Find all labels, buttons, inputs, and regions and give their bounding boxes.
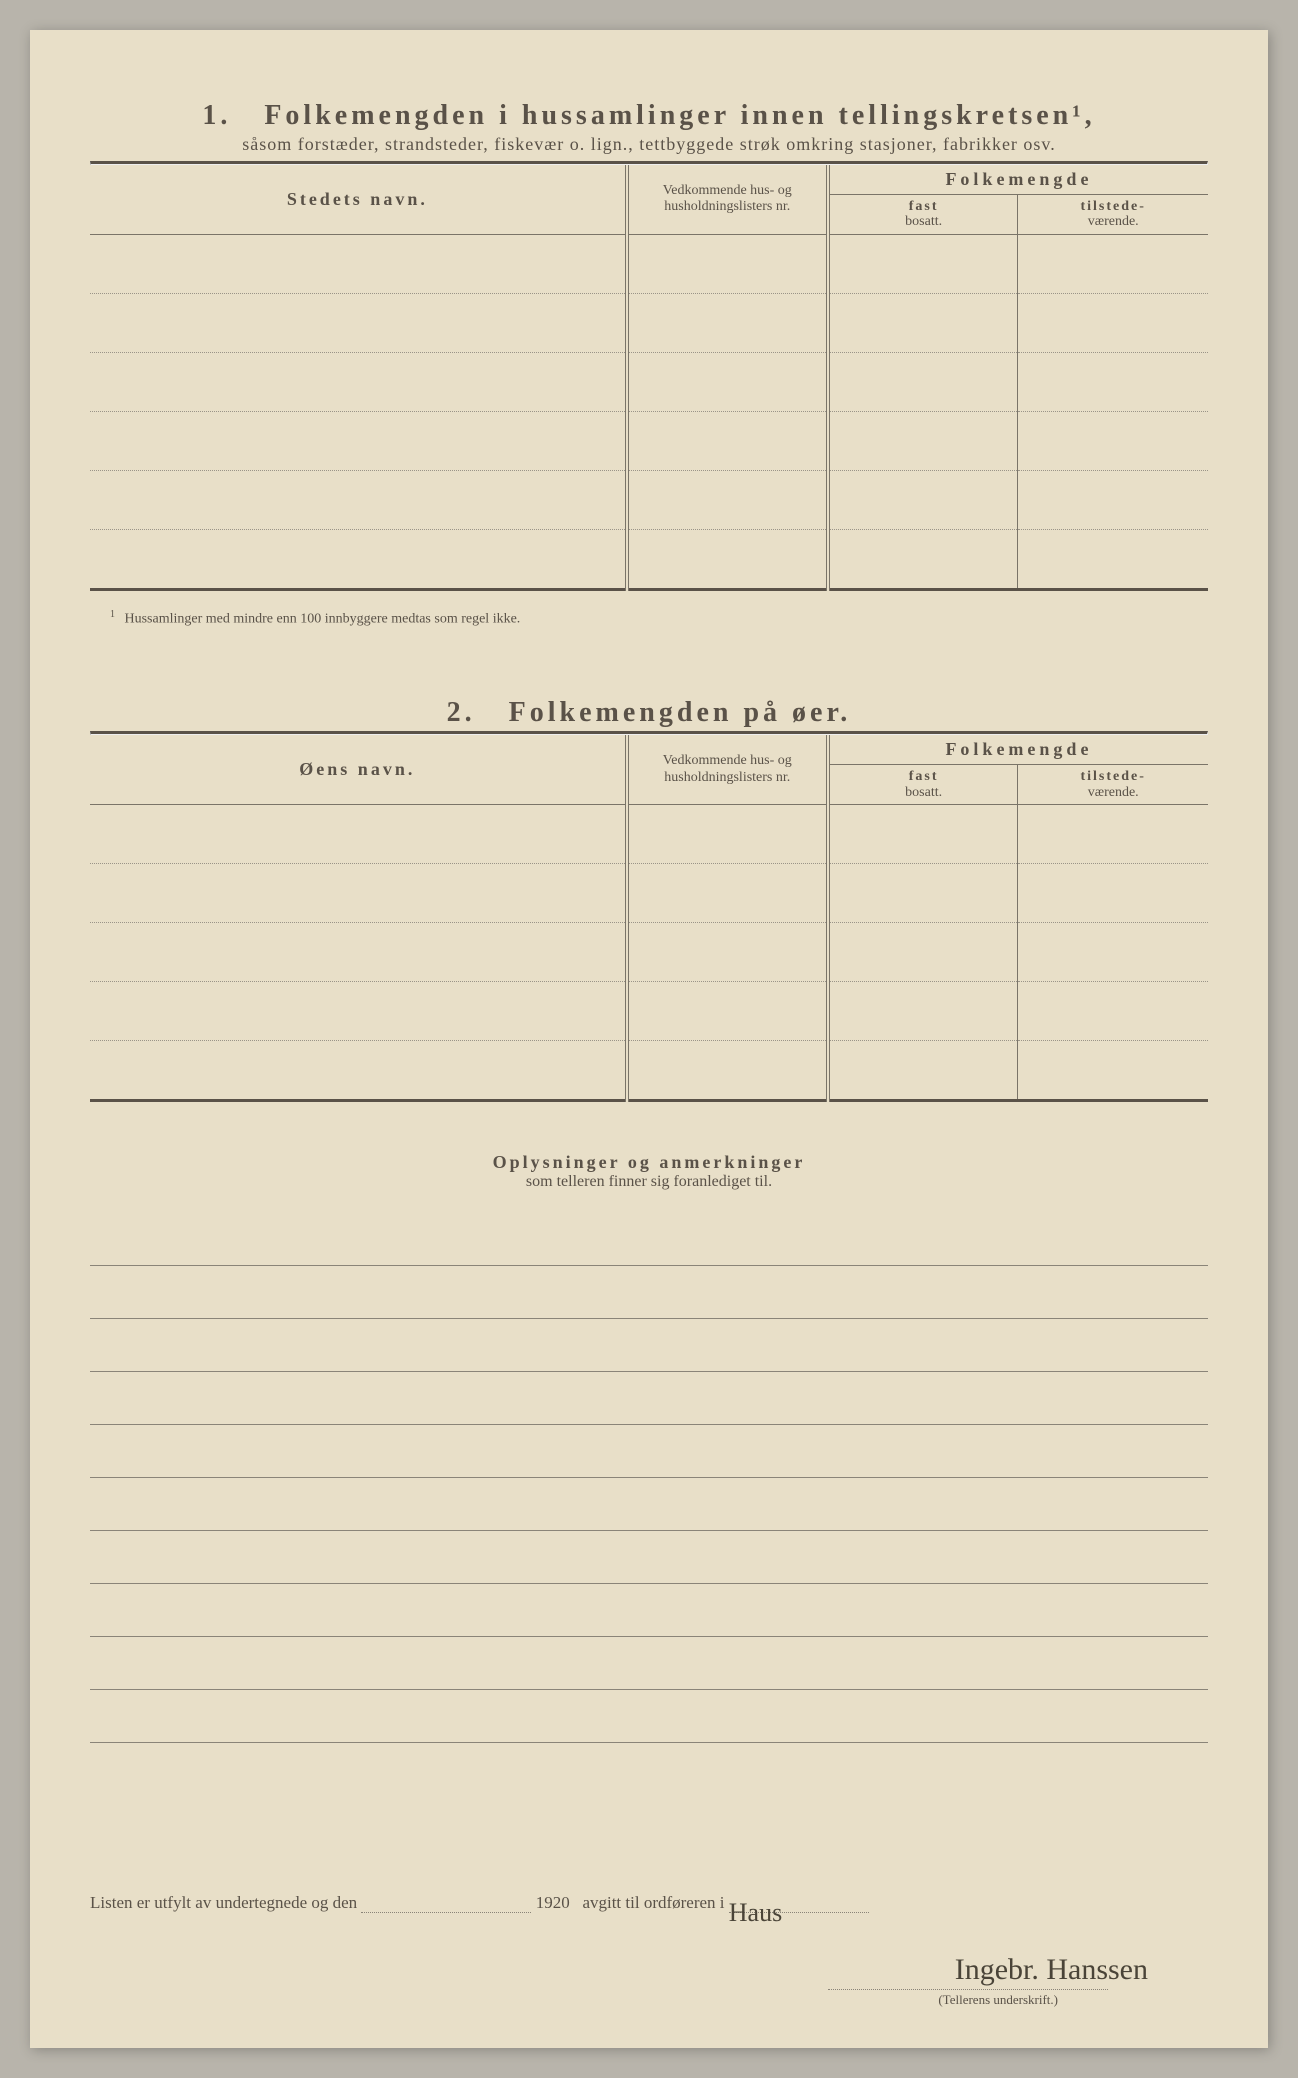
remarks-subtitle: som telleren finner sig foranlediget til… (90, 1173, 1208, 1191)
section-1-title-text: Folkemengden i hussamlinger innen tellin… (264, 100, 1095, 131)
ruled-line (90, 1266, 1208, 1319)
ruled-line (90, 1319, 1208, 1372)
table-1-col-fast: fastbosatt. (828, 195, 1018, 235)
signature-area: Ingebr. Hanssen (Tellerens underskrift.) (90, 1953, 1208, 2008)
table-2-col-vedk: Vedkommende hus- og husholdningslisters … (627, 735, 828, 804)
ruled-line (90, 1531, 1208, 1584)
ruled-line (90, 1637, 1208, 1690)
footer-mid: avgitt til ordføreren i (582, 1893, 724, 1913)
table-1-col-name: Stedets navn. (90, 165, 627, 234)
ruled-line (90, 1584, 1208, 1637)
signature-underline (828, 1989, 1108, 1990)
census-form-page: 1. Folkemengden i hussamlinger innen tel… (30, 30, 1268, 2048)
footnote-marker: 1 (110, 609, 115, 620)
table-2: Øens navn. Vedkommende hus- og husholdni… (90, 735, 1208, 1102)
footer-year: 1920 (536, 1893, 570, 1913)
table-2-body (90, 805, 1208, 1101)
section-2-title: 2. Folkemengden på øer. (90, 697, 1208, 729)
ruled-line (90, 1213, 1208, 1266)
signature-handwritten: Ingebr. Hanssen (955, 1953, 1148, 1986)
ruled-line (90, 1478, 1208, 1531)
footer: Listen er utfylt av undertegnede og den … (90, 1893, 1208, 2008)
footnote-text: Hussamlinger med mindre enn 100 innbygge… (125, 611, 521, 626)
table-2-col-name: Øens navn. (90, 735, 627, 804)
table-2-col-folkem: Folkemengde (828, 735, 1208, 765)
remarks-lines (90, 1213, 1208, 1743)
ruled-line (90, 1690, 1208, 1743)
table-1-col-tilstede: tilstede-værende. (1018, 195, 1208, 235)
table-1: Stedets navn. Vedkommende hus- og hushol… (90, 165, 1208, 591)
remarks-section: Oplysninger og anmerkninger som telleren… (90, 1152, 1208, 1743)
section-1-footnote: 1 Hussamlinger med mindre enn 100 innbyg… (110, 609, 1208, 628)
section-2: 2. Folkemengden på øer. Øens navn. Vedko… (90, 697, 1208, 1102)
ruled-line (90, 1372, 1208, 1425)
footer-prefix: Listen er utfylt av undertegnede og den (90, 1893, 357, 1913)
section-1: 1. Folkemengden i hussamlinger innen tel… (90, 100, 1208, 627)
footer-place-slot: Haus (729, 1894, 869, 1913)
remarks-title: Oplysninger og anmerkninger (90, 1152, 1208, 1173)
table-1-col-folkem: Folkemengde (828, 165, 1208, 195)
section-1-title: 1. Folkemengden i hussamlinger innen tel… (90, 100, 1208, 132)
footer-place-handwritten: Haus (729, 1898, 782, 1927)
table-2-col-tilstede: tilstede-værende. (1018, 765, 1208, 805)
table-1-col-vedk: Vedkommende hus- og husholdningslisters … (627, 165, 828, 234)
footer-date-slot (361, 1894, 531, 1913)
table-2-col-fast: fastbosatt. (828, 765, 1018, 805)
section-1-number: 1. (202, 100, 231, 131)
ruled-line (90, 1425, 1208, 1478)
section-2-number: 2. (447, 697, 476, 728)
signature-caption: (Tellerens underskrift.) (90, 1992, 1148, 2008)
table-1-body (90, 234, 1208, 589)
section-2-title-text: Folkemengden på øer. (509, 697, 852, 728)
section-1-subtitle: såsom forstæder, strandsteder, fiskevær … (90, 134, 1208, 155)
